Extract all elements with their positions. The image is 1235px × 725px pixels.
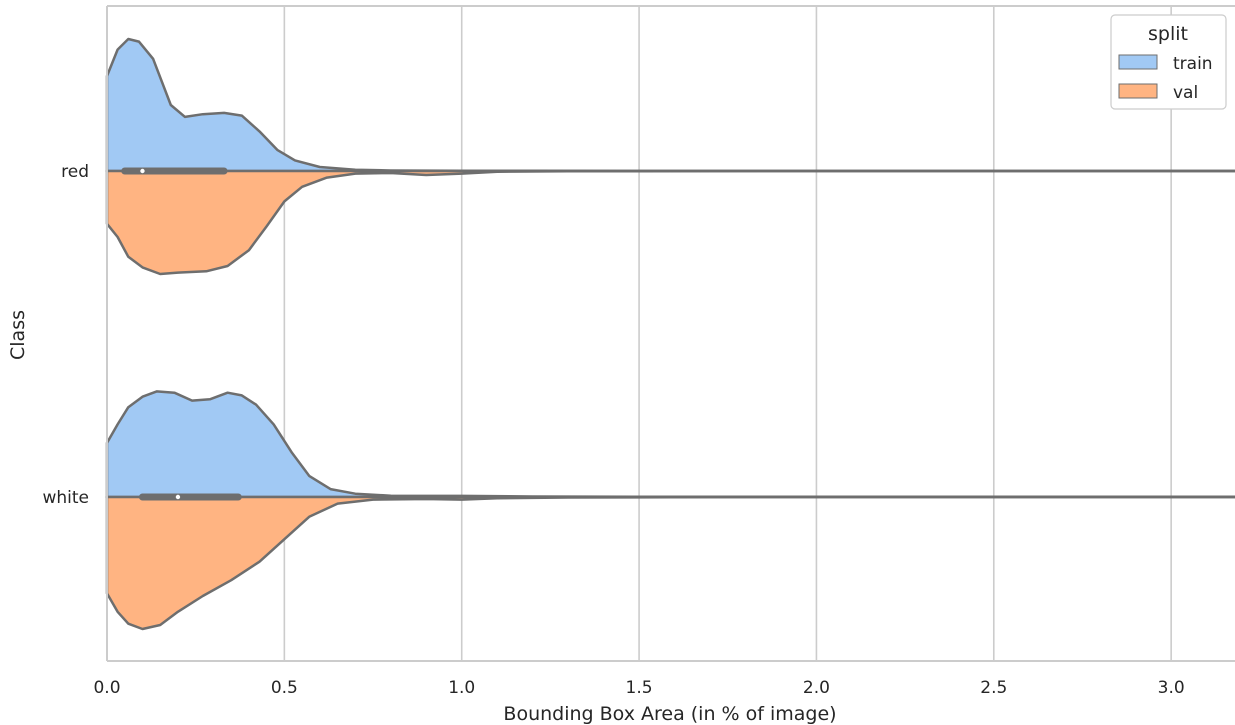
legend-swatch-train [1118,54,1158,70]
violin-val-white [105,495,1235,631]
x-tick-label: 3.0 [1158,678,1185,698]
legend-swatch-val [1118,83,1158,99]
y-axis-label: Class [7,310,29,360]
grid-lines [106,6,1172,661]
x-tick-label: 2.5 [980,678,1007,698]
legend-label-train: train [1173,54,1213,74]
legend-label-val: val [1173,83,1198,103]
violin-train-red [105,37,1235,173]
x-tick-label: 0.5 [271,678,298,698]
median-point-red [140,168,145,174]
x-axis-label: Bounding Box Area (in % of image) [503,703,836,725]
violin-val-red [105,169,1235,276]
inner-boxes [107,167,1235,501]
x-tick-label: 1.5 [626,678,653,698]
axes: 0.0 0.5 1.0 1.5 2.0 2.5 3.0 red white [42,5,1235,698]
violin-plot-area [105,37,1235,631]
y-tick-label-white: white [42,488,89,508]
median-point-white [175,494,181,500]
legend-title: split [1148,23,1188,45]
y-tick-label-red: red [61,162,89,182]
x-tick-label: 2.0 [803,678,830,698]
x-tick-label: 1.0 [448,678,475,698]
violin-train-white [105,390,1235,499]
legend: split train val [1110,14,1227,110]
x-tick-label: 0.0 [93,678,120,698]
